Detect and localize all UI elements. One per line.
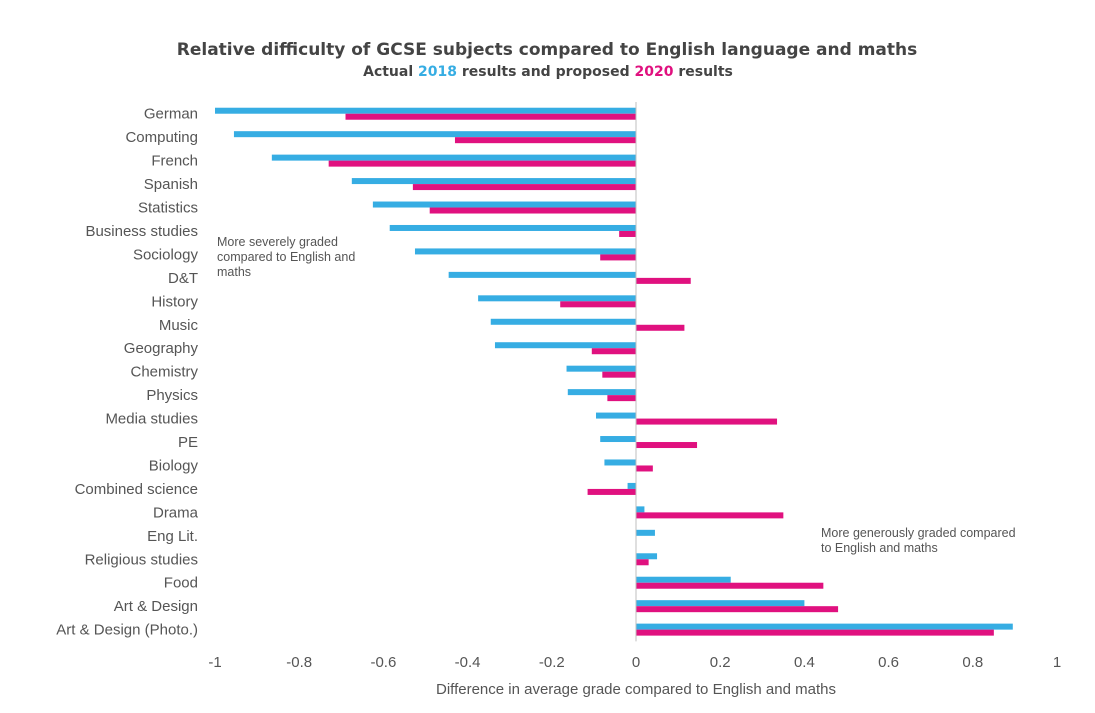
x-tick-label: -0.4 bbox=[455, 654, 481, 671]
annotation-severe-line-2: compared to English and bbox=[217, 250, 355, 264]
x-tick-label: 0.6 bbox=[878, 654, 899, 671]
bar-2018-statistics bbox=[372, 201, 636, 208]
bar-2018-spanish bbox=[351, 178, 636, 185]
bar-2020-media-studies bbox=[636, 418, 778, 425]
bar-2020-drama bbox=[636, 512, 784, 519]
annotation-generous-line-1: More generously graded compared bbox=[821, 526, 1016, 540]
category-label-sociology: Sociology bbox=[133, 246, 199, 263]
bar-2020-statistics bbox=[429, 207, 636, 214]
bar-2020-biology bbox=[636, 465, 653, 472]
x-axis-ticks: -1 -0.8 -0.6 -0.4 -0.2 0 0.2 0.4 0.6 0.8 1 bbox=[208, 654, 1061, 671]
bar-2020-music bbox=[636, 324, 685, 331]
bar-2018-french bbox=[271, 154, 636, 161]
bar-2018-pe bbox=[600, 436, 636, 443]
x-tick-label: 0.2 bbox=[710, 654, 731, 671]
bar-2020-computing bbox=[454, 137, 636, 144]
annotation-severe: More severely graded compared to English… bbox=[217, 235, 359, 279]
category-label-art-design-photo: Art & Design (Photo.) bbox=[56, 622, 198, 639]
category-label-computing: Computing bbox=[125, 129, 198, 146]
category-label-spanish: Spanish bbox=[144, 176, 198, 193]
x-axis-title: Difference in average grade compared to … bbox=[436, 681, 836, 698]
bar-2020-food bbox=[636, 582, 824, 589]
category-label-combined-science: Combined science bbox=[75, 481, 198, 498]
category-label-biology: Biology bbox=[149, 457, 199, 474]
category-label-pe: PE bbox=[178, 434, 198, 451]
bar-2018-german bbox=[215, 107, 636, 114]
annotation-generous-line-2: to English and maths bbox=[821, 541, 938, 555]
bar-2020-physics bbox=[607, 395, 636, 402]
bar-2018-geography bbox=[494, 342, 636, 349]
bar-2018-physics bbox=[567, 389, 636, 396]
bar-2020-spanish bbox=[412, 184, 636, 191]
category-label-physics: Physics bbox=[146, 387, 198, 404]
bar-2018-eng-lit bbox=[636, 529, 655, 536]
x-tick-label: -0.6 bbox=[370, 654, 396, 671]
x-tick-label: -1 bbox=[208, 654, 221, 671]
bar-2018-drama bbox=[636, 506, 645, 513]
bar-2020-chemistry bbox=[602, 371, 636, 378]
category-label-media-studies: Media studies bbox=[105, 411, 198, 428]
bar-2020-geography bbox=[591, 348, 636, 355]
category-label-german: German bbox=[144, 106, 198, 123]
bar-2020-art-design bbox=[636, 606, 839, 613]
bar-2018-business-studies bbox=[389, 224, 636, 231]
bar-2020-d-t bbox=[636, 277, 691, 284]
category-label-music: Music bbox=[159, 317, 199, 334]
bar-2018-religious-studies bbox=[636, 553, 658, 560]
bar-2020-sociology bbox=[600, 254, 636, 261]
bar-2018-combined-science bbox=[627, 482, 636, 489]
bar-2020-art-design-photo bbox=[636, 629, 994, 636]
category-label-history: History bbox=[151, 293, 198, 310]
category-label-food: Food bbox=[164, 575, 198, 592]
subtitle-year-2020: 2020 bbox=[635, 64, 674, 80]
x-tick-label: -0.2 bbox=[539, 654, 565, 671]
bar-2018-media-studies bbox=[596, 412, 636, 419]
category-labels: German Computing French Spanish Statistics Bu… bbox=[56, 106, 198, 639]
subtitle-year-2018: 2018 bbox=[418, 64, 457, 80]
chart-subtitle: Actual 2018 results and proposed 2020 re… bbox=[363, 64, 733, 80]
category-label-d-t: D&T bbox=[168, 270, 198, 287]
bar-2018-chemistry bbox=[566, 365, 636, 372]
bar-2018-food bbox=[636, 576, 731, 583]
annotation-severe-line-1: More severely graded bbox=[217, 235, 338, 249]
annotation-generous: More generously graded compared to Engli… bbox=[821, 526, 1019, 555]
category-label-art-design: Art & Design bbox=[114, 598, 198, 615]
bar-2018-d-t bbox=[448, 271, 636, 278]
bar-2020-german bbox=[345, 113, 636, 120]
bar-2018-computing bbox=[233, 131, 636, 138]
bar-2018-biology bbox=[604, 459, 636, 466]
category-label-religious-studies: Religious studies bbox=[85, 551, 198, 568]
bars-group bbox=[215, 107, 1013, 636]
x-tick-label: 0 bbox=[632, 654, 640, 671]
bar-2018-history bbox=[478, 295, 636, 302]
x-tick-label: -0.8 bbox=[286, 654, 312, 671]
annotation-severe-line-3: maths bbox=[217, 265, 251, 279]
category-label-french: French bbox=[151, 153, 198, 170]
x-tick-label: 0.4 bbox=[794, 654, 815, 671]
bar-2020-pe bbox=[636, 442, 698, 449]
subtitle-middle: results and proposed bbox=[457, 64, 635, 80]
bar-2020-business-studies bbox=[619, 230, 636, 237]
category-label-chemistry: Chemistry bbox=[130, 364, 198, 381]
bar-2018-art-design-photo bbox=[636, 623, 1013, 630]
bar-2020-history bbox=[560, 301, 636, 308]
x-tick-label: 0.8 bbox=[962, 654, 983, 671]
bar-2020-combined-science bbox=[587, 488, 636, 495]
bar-2020-religious-studies bbox=[636, 559, 649, 566]
category-label-eng-lit: Eng Lit. bbox=[147, 528, 198, 545]
category-label-geography: Geography bbox=[124, 340, 199, 357]
category-label-business-studies: Business studies bbox=[85, 223, 198, 240]
x-tick-label: 1 bbox=[1053, 654, 1061, 671]
subtitle-prefix: Actual bbox=[363, 64, 418, 80]
category-label-drama: Drama bbox=[153, 504, 199, 521]
category-label-statistics: Statistics bbox=[138, 200, 198, 217]
bar-2018-music bbox=[490, 318, 636, 325]
subtitle-suffix: results bbox=[673, 64, 732, 80]
bar-2018-sociology bbox=[414, 248, 636, 255]
bar-2018-art-design bbox=[636, 600, 805, 607]
bar-2020-french bbox=[328, 160, 636, 167]
chart-title: Relative difficulty of GCSE subjects com… bbox=[177, 40, 917, 60]
